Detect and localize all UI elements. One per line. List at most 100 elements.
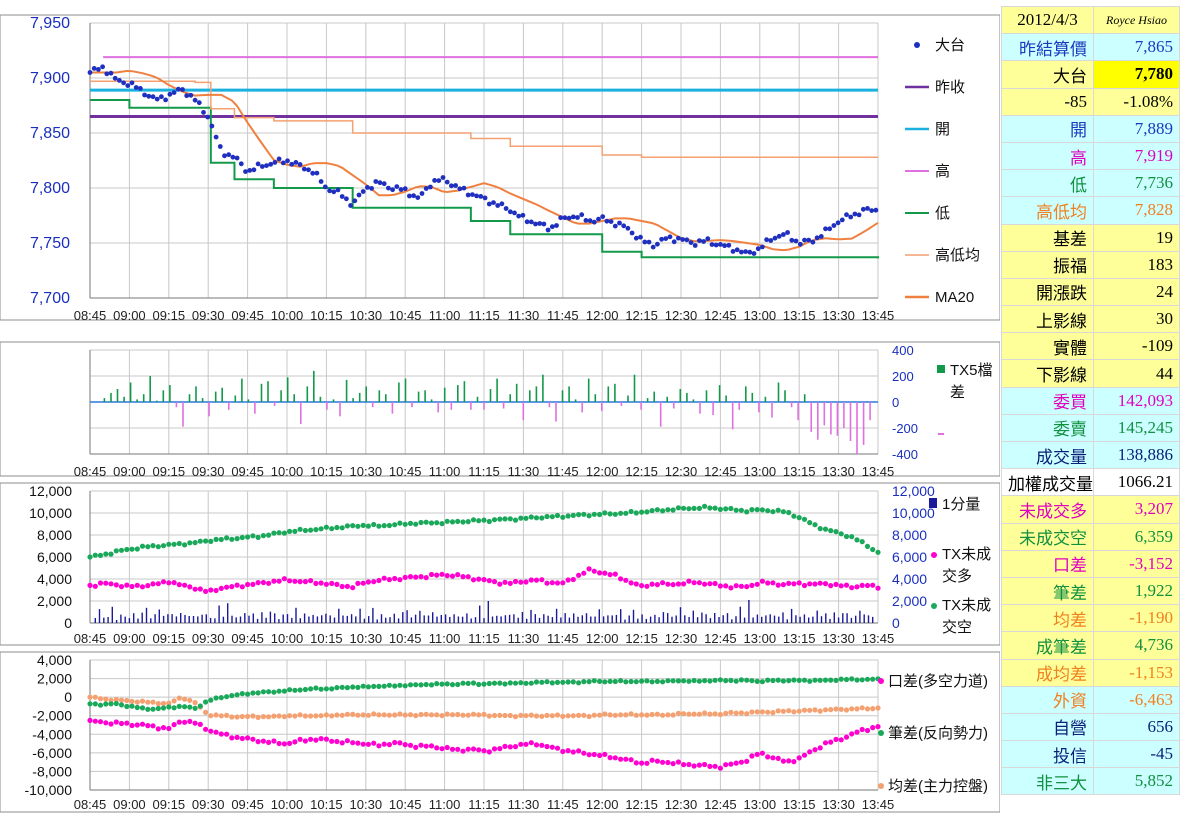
short-point [759,507,766,513]
long-point [134,582,140,588]
bi-point [759,679,766,685]
short-point [854,537,860,543]
bi-point [864,676,871,682]
jun-point [654,711,661,717]
jun-point [402,712,408,718]
kou-point [182,719,188,725]
kou-point [639,760,645,766]
jun-point [786,708,792,714]
bi-point [775,677,781,683]
price-point [352,198,358,204]
x-tick-label: 10:30 [350,464,383,479]
long-point [313,580,319,587]
jun-point [455,711,461,718]
panel-label: 外資 [1001,685,1094,714]
price-point [856,212,862,218]
panel-label: 成交量 [1001,440,1094,470]
long-point [260,579,266,586]
price-point [386,185,391,191]
long-point [749,582,755,589]
kou-point [633,760,639,766]
kou-point [323,736,329,742]
x-tick-label: 11:30 [508,797,540,812]
price-point [301,166,307,172]
jun-point [539,713,545,719]
long-point [744,584,750,590]
price-point [180,87,185,92]
price-point [255,161,261,167]
bi-point [791,677,797,683]
panel-row: 未成交空 6,359 [1001,522,1180,551]
legend-label: 高 [935,163,950,180]
jun-point [292,713,298,719]
price-point [133,85,139,90]
price-point [360,189,366,194]
bi-point [129,703,135,709]
bi-point [145,706,151,712]
price-point [566,215,572,221]
bi-point [544,679,550,685]
x-tick-label: 12:15 [625,464,658,479]
panel-row: 低 7,736 [1001,169,1180,198]
price-point [844,212,849,218]
price-point [436,178,442,184]
jun-point [423,711,429,717]
x-tick-label: 09:00 [113,631,146,646]
jun-point [428,712,435,718]
kou-point [229,735,235,741]
price-point [785,230,790,235]
bi-point [702,678,708,684]
bi-point [576,680,582,686]
panel-value: 7,780 [1093,60,1180,89]
jun-point [255,714,261,721]
bi-point [607,678,613,685]
jun-point [365,712,371,718]
long-point [576,572,582,578]
short-point [160,543,167,549]
x-tick-label: 12:15 [625,631,658,646]
y-tick-label: 7,950 [30,15,70,32]
bi-point [281,688,287,694]
jun-point [639,712,645,718]
kou-point [197,721,203,728]
bi-point [628,678,634,685]
long-point [602,570,608,576]
open-interest-chart: 0 2,000 4,000 6,000 8,000 10,000 12,000 0 2,000 4… [0,482,1000,646]
panel-label: 成均差 [1001,658,1094,687]
x-tick-label: 11:45 [547,631,579,646]
x-tick-label: 12:15 [625,797,658,812]
price-point [104,71,110,77]
panel-row: 開 7,889 [1001,114,1180,143]
jun-point [728,709,734,716]
short-point [791,513,797,519]
panel-row: 高 7,919 [1001,141,1180,171]
short-point [434,520,440,526]
price-point [470,192,475,198]
jun-point [623,712,629,718]
price-point [150,94,156,100]
short-point [350,523,356,529]
long-point [250,581,256,588]
x-tick-label: 12:30 [665,631,698,646]
price-point [175,86,181,92]
legend-label: 低 [935,205,950,222]
kou-point [838,737,844,743]
x-tick-label: 12:45 [704,631,737,646]
price-point [747,249,753,255]
short-point [765,508,771,514]
jun-point [182,696,188,702]
long-point [434,572,440,578]
x-tick-label: 13:00 [744,464,777,479]
long-point [486,578,492,584]
jun-point [239,713,245,720]
long-point [539,577,545,583]
price-point [297,162,303,167]
kou-point [118,720,125,727]
legend-label: 昨收 [935,79,965,96]
long-point [560,580,566,586]
long-point [612,571,618,577]
jun-point [418,711,424,718]
long-point [255,580,261,586]
long-point [759,578,766,584]
legend-marker [929,498,937,508]
